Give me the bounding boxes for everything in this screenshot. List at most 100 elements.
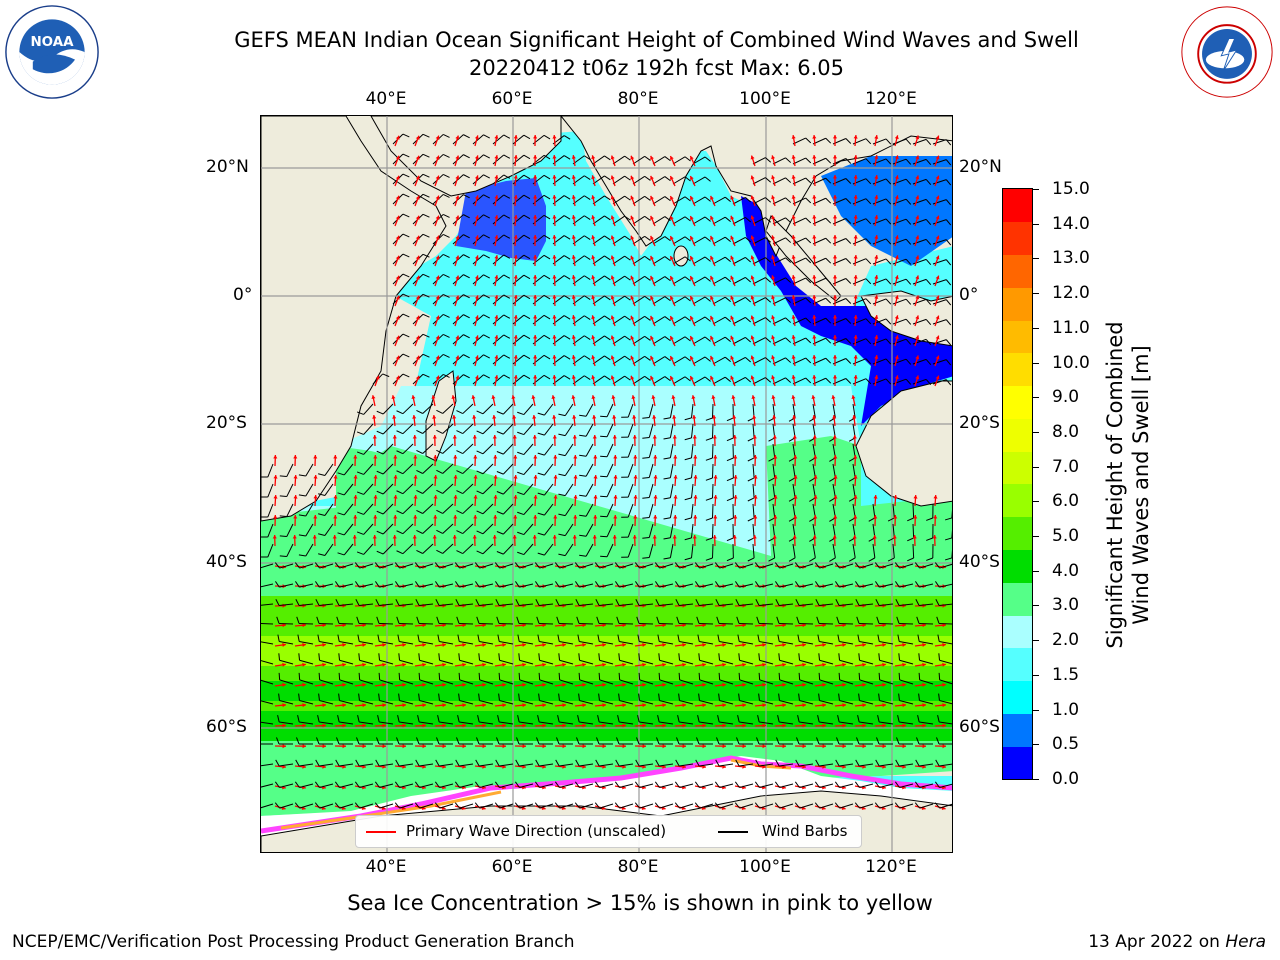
- wind-barb-flag: [396, 470, 404, 475]
- wind-barb: [279, 679, 294, 685]
- wind-barb: [839, 783, 854, 788]
- wind-barb-flag: [635, 581, 640, 588]
- wind-barb-flag: [664, 256, 671, 262]
- wind-barb-flag: [815, 759, 820, 767]
- wave-direction-arrowhead: [782, 642, 786, 648]
- wind-barb: [564, 463, 574, 476]
- wave-direction-arrowhead: [842, 642, 846, 648]
- wind-barb-flag: [738, 653, 741, 661]
- wave-direction-arrowhead: [513, 255, 518, 259]
- wind-barb-flag: [604, 195, 611, 201]
- wind-barb: [712, 256, 726, 265]
- wind-barb-flag: [457, 634, 460, 642]
- wave-direction-arrowhead: [553, 515, 558, 519]
- wave-direction-arrowhead: [442, 662, 446, 667]
- wind-barb-flag: [336, 616, 340, 624]
- wave-direction-arrowhead: [793, 495, 798, 499]
- wind-barb: [772, 237, 786, 245]
- wave-direction-arrowhead: [942, 662, 946, 667]
- wave-direction-arrowhead: [552, 155, 557, 159]
- wind-barb: [539, 721, 554, 725]
- wind-barb: [339, 763, 354, 767]
- wind-barb-flag: [483, 294, 490, 299]
- wind-barb-flag: [416, 489, 423, 494]
- wind-barb-flag: [642, 497, 650, 499]
- wind-barb-flag: [443, 193, 450, 198]
- wave-direction-arrowhead: [533, 235, 538, 239]
- wind-barb-flag: [726, 477, 734, 482]
- wind-barb: [759, 563, 774, 569]
- wind-barb-flag: [584, 315, 591, 320]
- wave-direction-arrowhead: [602, 642, 606, 648]
- wind-barb-flag: [684, 356, 691, 362]
- wave-direction-arrowhead: [493, 455, 498, 459]
- wave-direction-arrowhead: [922, 623, 926, 628]
- wind-barb-flag: [894, 781, 900, 788]
- wind-barb: [261, 700, 274, 705]
- wave-direction-arrowhead: [533, 135, 538, 139]
- wind-barb-flag: [443, 293, 450, 298]
- wind-barb: [359, 563, 374, 569]
- wind-barb-flag: [809, 477, 816, 482]
- wave-direction-arrowhead: [710, 375, 714, 380]
- wave-direction-arrowhead: [771, 195, 776, 200]
- wind-barb-flag: [664, 236, 671, 242]
- wind-barb-flag: [885, 198, 892, 205]
- australia-landmass: [855, 380, 952, 507]
- wind-barb-flag: [925, 379, 932, 386]
- wind-barb-flag: [925, 179, 932, 186]
- wave-direction-arrowhead: [542, 642, 546, 648]
- wave-direction-arrowhead: [630, 355, 635, 360]
- wind-barb-flag: [905, 198, 912, 205]
- wind-barb-flag: [594, 562, 600, 569]
- wind-barb: [619, 803, 634, 809]
- wave-direction-arrowhead: [882, 723, 886, 728]
- wind-barb: [278, 622, 294, 625]
- wind-barb-flag: [318, 693, 320, 701]
- wind-barb-flag: [638, 693, 640, 701]
- wind-barb: [439, 721, 454, 725]
- wind-barb-flag: [374, 802, 381, 809]
- wind-barb-flag: [775, 759, 780, 767]
- wind-barb-flag: [735, 581, 740, 588]
- wind-barb: [599, 563, 614, 569]
- wind-barb-flag: [765, 357, 772, 363]
- wind-barb-flag: [376, 430, 384, 435]
- wind-barb-flag: [338, 693, 340, 701]
- wind-barb: [699, 659, 714, 665]
- wind-barb-flag: [463, 234, 470, 239]
- wind-barb-flag: [837, 715, 840, 723]
- wind-barb-flag: [815, 599, 820, 606]
- wave-direction-arrowhead: [712, 435, 717, 439]
- wave-direction-arrowhead: [642, 723, 646, 728]
- wind-barb: [679, 583, 694, 588]
- wind-barb-flag: [437, 715, 440, 723]
- wind-barb-flag: [834, 781, 840, 788]
- wind-barb: [472, 254, 484, 265]
- wind-barb: [690, 463, 694, 478]
- wind-barb: [669, 543, 674, 558]
- wind-barb: [792, 483, 796, 498]
- wind-barb-flag: [483, 354, 490, 359]
- wind-barb: [359, 679, 374, 685]
- wave-direction-arrowhead: [710, 275, 714, 280]
- wind-barb-flag: [274, 781, 280, 788]
- colorbar-segment: [1003, 713, 1032, 747]
- wave-direction-arrowhead: [373, 495, 378, 499]
- wave-direction-arrowhead: [742, 662, 746, 667]
- wave-direction-arrowhead: [415, 175, 420, 180]
- wind-barb-flag: [402, 273, 410, 278]
- wind-barb: [559, 783, 574, 788]
- wave-direction-arrowhead: [935, 375, 940, 380]
- wind-barb: [652, 356, 666, 365]
- wind-barb-flag: [897, 634, 900, 642]
- wind-barb-flag: [455, 599, 460, 606]
- wind-barb: [472, 274, 484, 285]
- wind-barb: [519, 641, 534, 645]
- wind-barb-flag: [676, 737, 680, 745]
- wave-direction-arrowhead: [671, 395, 676, 399]
- wind-barb-flag: [785, 217, 792, 223]
- wind-barb-flag: [543, 294, 551, 300]
- wave-direction-arrowhead: [650, 355, 654, 360]
- wind-barb-flag: [355, 581, 360, 588]
